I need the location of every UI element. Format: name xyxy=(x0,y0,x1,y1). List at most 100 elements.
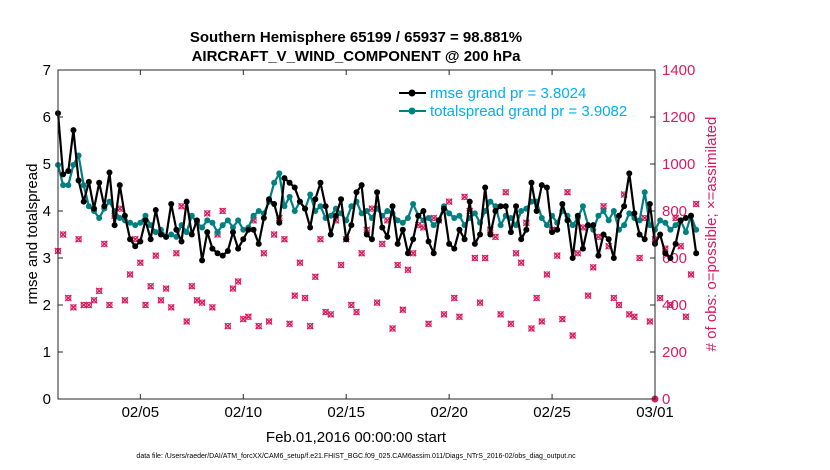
totalspread-point xyxy=(209,219,216,226)
rmse-point xyxy=(193,217,200,224)
rmse-point xyxy=(147,236,154,243)
rmse-point xyxy=(266,196,273,203)
totalspread-point xyxy=(291,208,298,214)
rmse-point xyxy=(132,243,139,250)
obs-count-marker xyxy=(121,296,129,304)
obs-count-marker xyxy=(311,273,319,281)
rmse-point xyxy=(399,226,406,233)
rmse-point xyxy=(410,236,417,243)
obs-count-marker xyxy=(373,299,381,307)
y-tick-label-left: 3 xyxy=(43,250,51,267)
totalspread-point xyxy=(348,203,355,210)
obs-count-marker xyxy=(517,259,525,267)
rmse-point xyxy=(456,226,463,233)
obs-count-marker xyxy=(399,306,407,314)
rmse-point xyxy=(348,222,355,229)
data-file-footer: data file: /Users/raeder/DAI/ATM_forcXX/… xyxy=(136,453,576,460)
obs-count-marker xyxy=(564,188,572,196)
rmse-point xyxy=(523,226,530,233)
totalspread-point xyxy=(229,224,236,231)
totalspread-point xyxy=(214,229,221,236)
obs-count-marker xyxy=(157,296,165,304)
obs-count-marker xyxy=(280,235,288,243)
rmse-point xyxy=(70,127,77,134)
rmse-point xyxy=(461,236,468,243)
obs-count-marker xyxy=(301,294,309,302)
rmse-point xyxy=(451,245,458,252)
rmse-point xyxy=(271,200,278,207)
obs-count-marker xyxy=(666,301,674,309)
obs-count-marker xyxy=(59,231,67,238)
rmse-point xyxy=(75,177,82,184)
rmse-point xyxy=(363,231,370,238)
rmse-point xyxy=(276,219,283,226)
rmse-point xyxy=(379,224,386,231)
rmse-point xyxy=(440,205,447,212)
obs-count-marker xyxy=(327,310,335,318)
rmse-point xyxy=(199,257,206,264)
x-tick-label: 03/01 xyxy=(636,404,674,421)
totalspread-point xyxy=(183,229,190,236)
y-tick-label-right: 0 xyxy=(662,391,670,408)
obs-count-marker xyxy=(543,270,551,278)
rmse-point xyxy=(621,203,628,210)
obs-count-marker xyxy=(316,235,324,243)
obs-count-marker xyxy=(152,252,160,260)
obs-count-marker xyxy=(234,278,242,285)
rmse-point xyxy=(245,226,252,233)
totalspread-point xyxy=(569,222,576,229)
obs-count-marker xyxy=(136,259,144,267)
obs-count-marker xyxy=(394,261,402,269)
obs-count-marker xyxy=(105,301,113,309)
rmse-point xyxy=(384,233,391,240)
totalspread-point xyxy=(579,203,586,210)
rmse-point xyxy=(631,210,638,217)
y-tick-label-right: 200 xyxy=(662,344,687,361)
totalspread-point xyxy=(430,222,437,229)
rmse-point xyxy=(646,200,653,207)
obs-count-marker xyxy=(553,252,561,260)
rmse-point xyxy=(178,238,185,245)
obs-count-marker xyxy=(188,282,196,290)
rmse-point xyxy=(368,236,375,243)
rmse-point xyxy=(677,217,684,224)
rmse-point xyxy=(80,198,87,205)
rmse-point xyxy=(250,226,257,233)
rmse-point xyxy=(682,215,689,222)
obs-count-marker xyxy=(286,320,294,328)
obs-count-marker xyxy=(538,317,546,325)
totalspread-point xyxy=(682,229,689,236)
totalspread-point xyxy=(399,219,406,226)
rmse-point xyxy=(281,175,288,182)
rmse-point xyxy=(502,203,509,210)
rmse-point xyxy=(394,240,401,247)
obs-count-marker xyxy=(455,313,463,321)
obs-count-marker xyxy=(347,301,355,309)
rmse-point xyxy=(137,238,144,245)
rmse-point xyxy=(641,236,648,243)
rmse-point xyxy=(585,222,592,229)
obs-count-marker xyxy=(636,254,644,262)
y-tick-label-right: 800 xyxy=(662,203,687,220)
totalspread-point xyxy=(487,198,494,205)
obs-count-marker xyxy=(198,299,206,307)
obs-count-marker xyxy=(497,310,505,318)
obs-count-marker xyxy=(533,294,541,302)
y-axis-label-right: # of obs: o=possible; ×=assimilated xyxy=(703,117,720,352)
obs-count-marker xyxy=(141,301,149,309)
obs-count-marker xyxy=(126,270,134,278)
totalspread-point xyxy=(142,212,149,219)
rmse-point xyxy=(152,207,159,214)
rmse-point xyxy=(487,231,494,238)
totalspread-point xyxy=(317,203,324,210)
totalspread-point xyxy=(358,210,365,217)
obs-count-marker xyxy=(378,240,386,248)
legend: rmse grand pr = 3.8024 totalspread grand… xyxy=(399,85,627,120)
obs-count-marker xyxy=(172,249,180,257)
obs-count-marker xyxy=(224,322,232,330)
obs-count-marker xyxy=(265,317,273,325)
obs-count-marker xyxy=(69,303,77,311)
rmse-point xyxy=(183,198,190,205)
y-tick-label-left: 4 xyxy=(43,203,51,220)
obs-count-marker xyxy=(95,287,103,295)
